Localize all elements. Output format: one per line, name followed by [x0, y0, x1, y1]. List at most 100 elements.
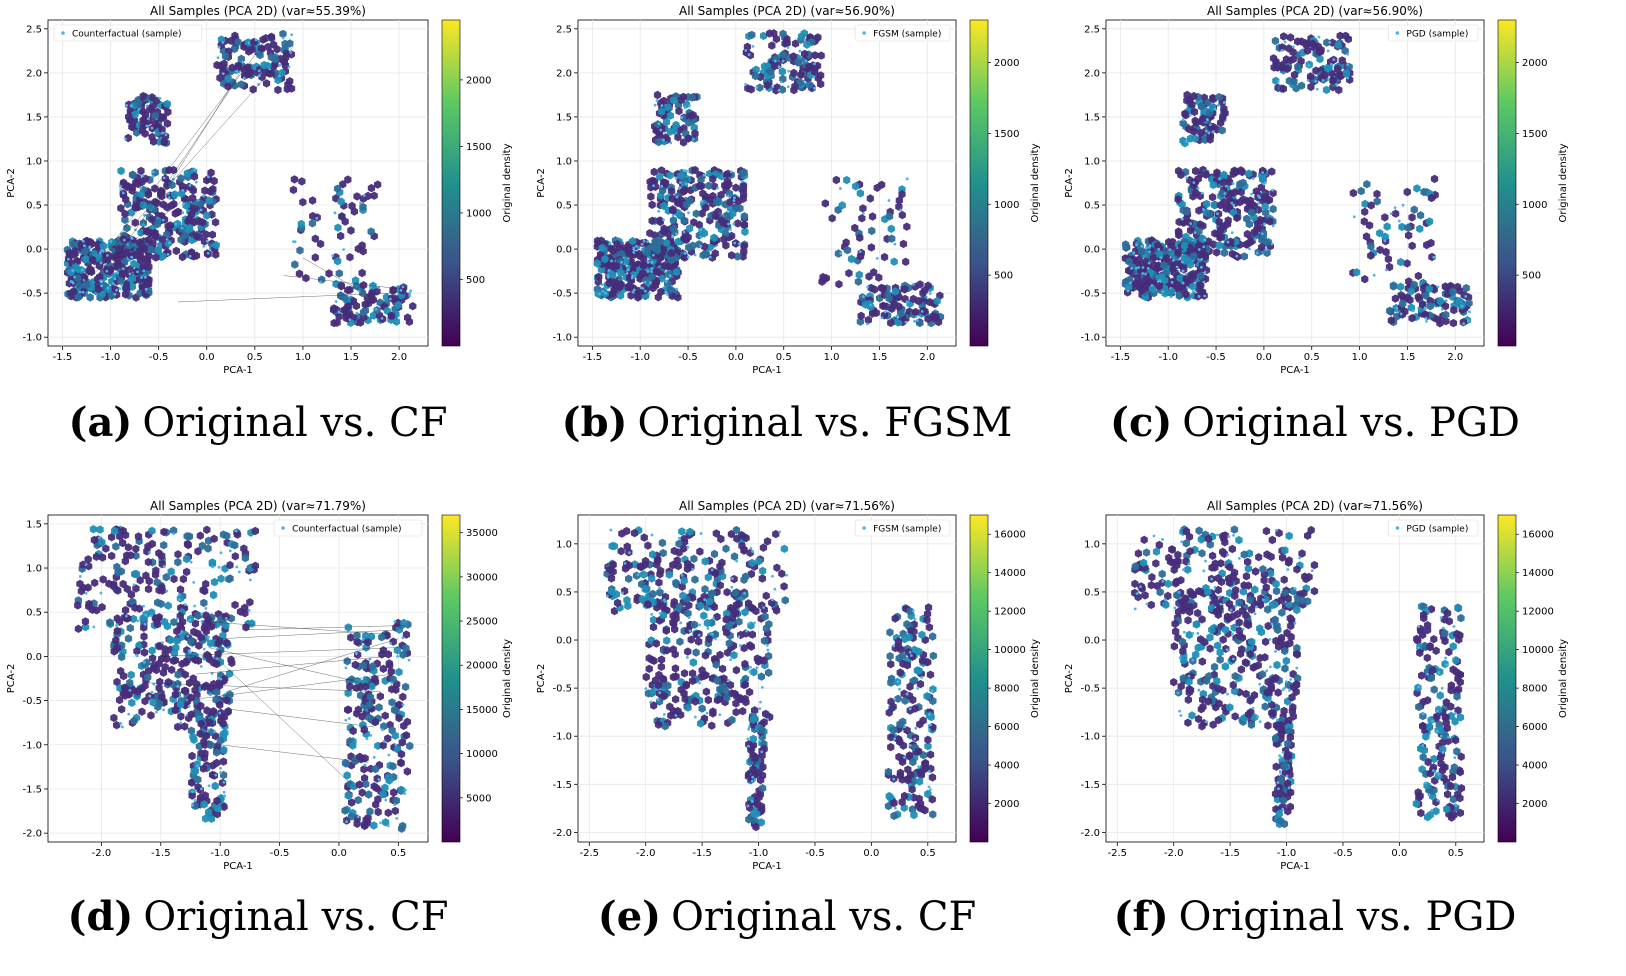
sample-point: [677, 536, 681, 540]
density-hexbin: [1197, 128, 1205, 138]
density-hexbin: [353, 631, 361, 640]
sample-point: [192, 580, 196, 584]
density-hexbin: [356, 682, 365, 692]
density-hexbin: [887, 733, 895, 742]
density-hexbin: [360, 765, 368, 774]
density-hexbin: [1192, 188, 1200, 198]
density-hexbin: [811, 51, 819, 60]
density-hexbin: [111, 253, 119, 262]
density-hexbin: [349, 726, 357, 736]
sample-point: [1423, 306, 1427, 310]
density-hexbin: [738, 530, 746, 540]
density-hexbin: [661, 261, 669, 270]
sample-point: [389, 642, 393, 645]
sample-point: [1200, 257, 1204, 261]
sample-point: [1263, 222, 1266, 226]
density-hexbin: [1186, 96, 1194, 105]
sample-point: [646, 240, 650, 244]
legend-box: [1388, 24, 1479, 42]
density-hexbin: [343, 771, 351, 780]
sample-point: [161, 131, 164, 135]
sample-point: [1223, 192, 1227, 195]
density-hexbin: [709, 707, 717, 716]
density-hexbin: [177, 235, 185, 244]
density-hexbin: [887, 318, 895, 328]
y-tick-label: -2.0: [22, 829, 42, 840]
density-hexbin: [901, 285, 909, 294]
density-hexbin: [198, 541, 206, 550]
sample-point: [729, 658, 733, 662]
density-hexbin: [182, 658, 190, 667]
density-hexbin: [371, 764, 380, 774]
sample-point: [143, 275, 147, 279]
density-hexbin: [730, 651, 738, 660]
density-hexbin: [1263, 248, 1271, 258]
density-hexbin: [1385, 262, 1394, 272]
sample-point: [1230, 201, 1234, 205]
density-hexbin: [1215, 217, 1223, 226]
density-hexbin: [867, 283, 875, 293]
density-hexbin: [728, 251, 736, 260]
sample-point: [620, 591, 624, 595]
density-hexbin: [928, 795, 936, 804]
sample-point: [380, 728, 384, 732]
density-hexbin: [86, 293, 94, 302]
y-tick-label: -0.5: [552, 289, 572, 300]
sample-point: [866, 285, 870, 289]
colorbar-tick-label: 5000: [466, 793, 491, 804]
x-tick-label: 1.5: [343, 352, 359, 363]
colorbar-tick-label: 1000: [466, 208, 491, 219]
density-hexbin: [1455, 297, 1464, 306]
density-hexbin: [680, 216, 688, 225]
sample-point: [1395, 306, 1399, 310]
density-hexbin: [291, 260, 299, 269]
colorbar-label: Original density: [502, 639, 513, 718]
sample-point: [1424, 316, 1428, 320]
y-tick-label: -1.0: [552, 732, 572, 743]
density-hexbin: [145, 235, 153, 244]
density-hexbin: [673, 556, 681, 565]
density-hexbin: [119, 671, 128, 681]
sample-point: [1314, 79, 1318, 83]
density-hexbin: [309, 196, 317, 205]
density-hexbin: [660, 691, 668, 701]
sample-point: [1264, 181, 1267, 185]
perturbation-link: [71, 46, 294, 294]
density-hexbin: [121, 215, 129, 225]
density-hexbin: [127, 590, 135, 599]
density-hexbin: [176, 585, 185, 594]
density-hexbin: [1280, 575, 1288, 584]
density-hexbin: [613, 239, 621, 249]
density-hexbin: [1174, 248, 1182, 258]
density-hexbin: [124, 634, 133, 643]
sample-point: [140, 276, 143, 279]
density-hexbin: [766, 67, 774, 76]
perturbation-link: [214, 656, 357, 790]
density-hexbin: [679, 591, 687, 600]
density-hexbin: [696, 601, 704, 610]
sample-point: [600, 283, 604, 287]
density-hexbin: [225, 574, 233, 584]
density-hexbin: [157, 186, 165, 195]
sample-point: [777, 65, 781, 69]
density-hexbin: [868, 226, 876, 236]
perturbation-link: [177, 292, 390, 303]
density-hexbin: [122, 283, 130, 292]
x-tick-label: 1.0: [824, 352, 840, 363]
density-hexbin: [123, 248, 131, 257]
x-tick-label: -1.5: [1111, 352, 1131, 363]
density-hexbin: [402, 630, 410, 639]
sample-point: [344, 666, 348, 670]
sample-point: [380, 317, 384, 320]
density-hexbin: [145, 252, 153, 261]
sample-point: [393, 620, 397, 624]
density-hexbin: [907, 626, 915, 635]
density-hexbin: [725, 180, 733, 189]
density-hexbin: [648, 216, 656, 225]
sample-point: [202, 647, 206, 651]
sample-point: [143, 213, 146, 217]
density-hexbin: [606, 565, 614, 574]
density-hexbin: [736, 204, 744, 213]
density-hexbin: [1272, 579, 1280, 589]
density-hexbin: [1426, 296, 1434, 305]
